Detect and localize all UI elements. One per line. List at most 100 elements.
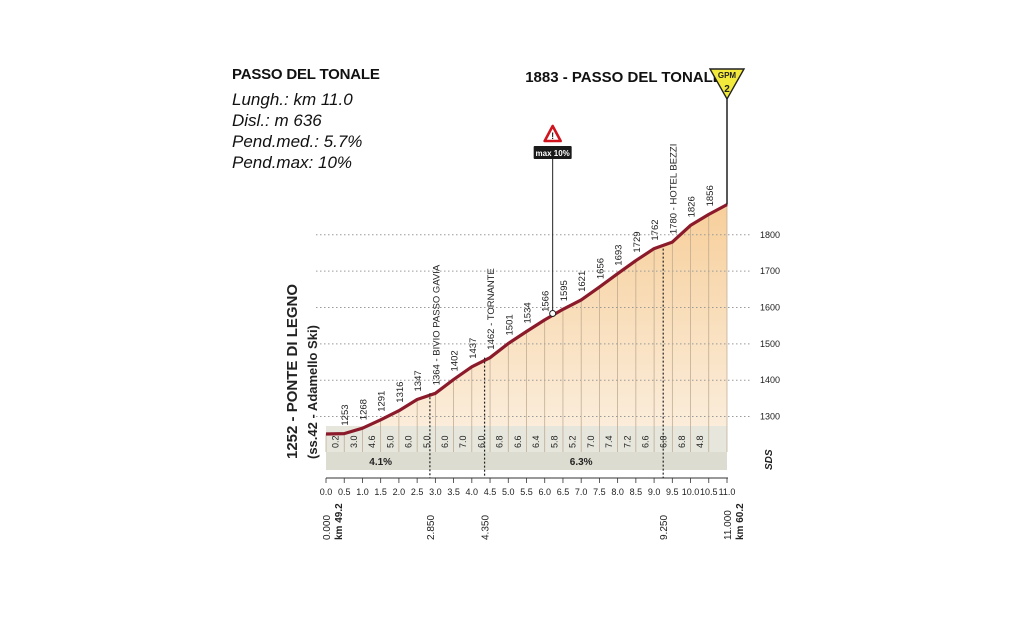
x-tick-label: 1.0 <box>356 487 369 497</box>
waypoint-km-label: 0.000 <box>322 515 333 540</box>
warning-mark: ! <box>551 131 554 141</box>
x-tick-label: 2.0 <box>393 487 406 497</box>
x-tick-label: 8.5 <box>630 487 643 497</box>
x-tick-label: 3.5 <box>447 487 460 497</box>
x-tick-label: 10.0 <box>682 487 700 497</box>
x-tick-label: 4.5 <box>484 487 497 497</box>
x-tick-label: 6.5 <box>557 487 570 497</box>
segment-gradient-label: 6.4 <box>531 435 541 448</box>
segment-gradient-label: 6.8 <box>495 435 505 448</box>
elevation-label: 1501 <box>504 314 515 335</box>
elevation-label: 1268 <box>359 399 370 420</box>
segment-gradient-label: 7.0 <box>458 435 468 448</box>
climb-name: PASSO DEL TONALE <box>232 66 380 83</box>
segment-gradient-label: 5.0 <box>385 435 395 448</box>
x-tick-label: 6.0 <box>538 487 551 497</box>
elevation-label: 1693 <box>614 245 625 266</box>
segment-gradient-label: 5.0 <box>422 435 432 448</box>
climb-average-gradient: Pend.med.: 5.7% <box>232 132 363 151</box>
waypoint-km-label: 4.350 <box>481 515 492 540</box>
segment-gradient-label: 6.6 <box>513 435 523 448</box>
max-gradient-point <box>549 310 557 318</box>
start-location-name: 1252 - PONTE DI LEGNO <box>284 284 301 459</box>
segment-gradient-label: 6.0 <box>404 435 414 448</box>
gpm-label: GPM <box>718 71 737 80</box>
segment-gradient-label: 6.0 <box>440 435 450 448</box>
climb-info-panel: PASSO DEL TONALE Lungh.: km 11.0 Disl.: … <box>232 66 380 173</box>
segment-gradient-label: 6.6 <box>641 435 651 448</box>
profile-area <box>326 204 727 434</box>
max-gradient-label: max 10% <box>536 149 570 158</box>
waypoint-km-label: 11.000 <box>723 510 734 540</box>
segment-gradient-label: 3.0 <box>349 435 359 448</box>
y-tick-label-1800: 1800 <box>760 230 780 240</box>
segment-gradient-label: 7.0 <box>586 435 596 448</box>
elevation-label: 1364 - BIVIO PASSO GAVIA <box>431 264 442 385</box>
climb-elevation-gain: Disl.: m 636 <box>232 111 322 130</box>
x-tick-label: 4.0 <box>466 487 479 497</box>
start-location-sub: (ss.42 - Adamello Ski) <box>305 325 320 459</box>
y-tick-label-1500: 1500 <box>760 339 780 349</box>
x-tick-label: 0.0 <box>320 487 333 497</box>
elevation-label: 1534 <box>523 302 534 323</box>
y-tick-label-1400: 1400 <box>760 375 780 385</box>
elevation-label: 1402 <box>450 350 461 371</box>
segment-gradient-label: 7.4 <box>604 435 614 448</box>
x-tick-label: 0.5 <box>338 487 351 497</box>
climb-length: Lungh.: km 11.0 <box>232 90 353 109</box>
x-tick-label: 9.0 <box>648 487 661 497</box>
elevation-label: 1729 <box>632 231 643 252</box>
x-tick-label: 7.0 <box>575 487 588 497</box>
chart-title: 1883 - PASSO DEL TONALE <box>525 69 723 86</box>
x-tick-label: 10.5 <box>700 487 718 497</box>
section-gradient-label: 6.3% <box>570 457 593 468</box>
elevation-label: 1656 <box>595 258 606 279</box>
x-tick-label: 5.5 <box>520 487 533 497</box>
segment-gradient-label: 4.6 <box>367 435 377 448</box>
gpm-triangle-icon <box>708 68 746 101</box>
elevation-label: 1566 <box>541 291 552 312</box>
start-race-km: km 49.2 <box>334 503 345 540</box>
elevation-label: 1437 <box>468 338 479 359</box>
max-gradient-badge <box>533 146 572 159</box>
elevation-label: 1462 - TORNANTE <box>486 268 497 349</box>
waypoint-km-label: 9.250 <box>659 515 670 540</box>
elevation-label: 1762 <box>650 219 661 240</box>
y-tick-label-1300: 1300 <box>760 412 780 422</box>
x-tick-label: 1.5 <box>374 487 387 497</box>
x-tick-label: 7.5 <box>593 487 606 497</box>
elevation-label: 1253 <box>340 404 351 425</box>
climb-max-gradient: Pend.max: 10% <box>232 153 353 172</box>
elevation-label: 1291 <box>377 391 388 412</box>
x-tick-label: 5.0 <box>502 487 515 497</box>
gpm-category: 2 <box>724 84 730 95</box>
warning-triangle-icon <box>543 124 562 143</box>
elevation-label: 1347 <box>413 370 424 391</box>
segment-gradient-label: 0.2 <box>331 435 341 448</box>
section-gradient-band <box>326 452 727 470</box>
x-tick-label: 8.0 <box>611 487 624 497</box>
x-tick-label: 3.0 <box>429 487 442 497</box>
segment-gradient-label: 4.8 <box>695 435 705 448</box>
section-gradient-label: 4.1% <box>369 457 392 468</box>
segment-gradient-label: 6.8 <box>677 435 687 448</box>
elevation-label: 1316 <box>395 382 406 403</box>
segment-gradient-label: 5.8 <box>549 435 559 448</box>
segment-gradient-label: 7.2 <box>622 435 632 448</box>
elevation-label: 1826 <box>687 196 698 217</box>
elevation-label: 1856 <box>705 185 716 206</box>
x-tick-label: 2.5 <box>411 487 424 497</box>
elevation-label: 1595 <box>559 280 570 301</box>
y-tick-label-1700: 1700 <box>760 266 780 276</box>
elevation-label: 1621 <box>577 271 588 292</box>
profile-line <box>325 203 728 436</box>
segment-gradient-label: 5.2 <box>568 435 578 448</box>
waypoint-km-label: 2.850 <box>426 515 437 540</box>
x-tick-label: 9.5 <box>666 487 679 497</box>
elevation-label: 1780 - HOTEL BEZZI <box>668 144 679 234</box>
y-tick-label-1600: 1600 <box>760 303 780 313</box>
end-race-km: km 60.2 <box>735 503 746 540</box>
credit-logo: SDS <box>764 449 775 470</box>
